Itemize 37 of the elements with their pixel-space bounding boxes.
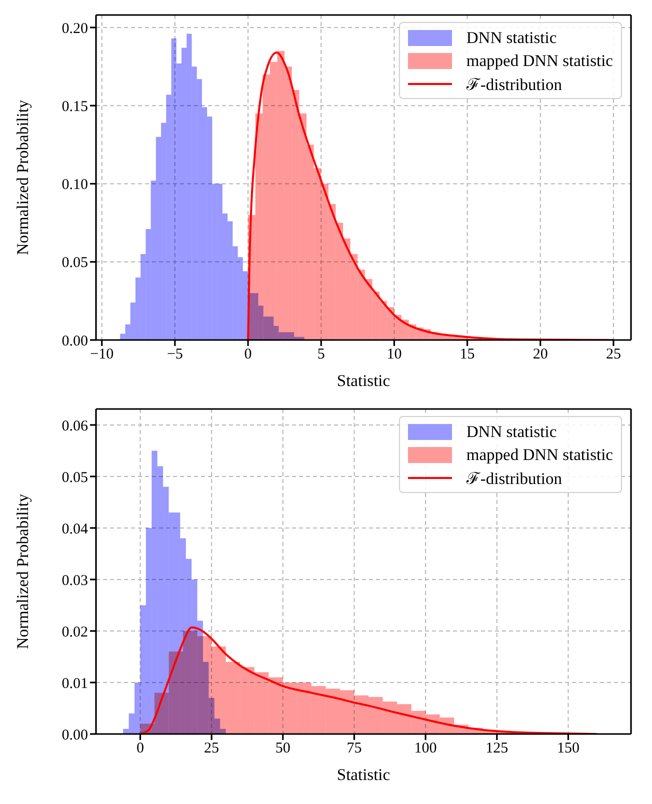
legend-label: DNN statistic: [466, 28, 557, 48]
x-tick-label: 10: [386, 346, 402, 363]
legend-label: DNN statistic: [466, 422, 557, 442]
legend-label: mapped DNN statistic: [466, 444, 613, 464]
x-tick-label: 25: [204, 740, 220, 757]
x-tick-label: 50: [275, 740, 290, 757]
x-axis-title: Statistic: [336, 371, 390, 390]
y-tick-label: 0.15: [62, 98, 88, 115]
x-tick-label: 125: [486, 740, 508, 757]
y-tick-label: 0.01: [62, 676, 88, 692]
x-tick-label: 20: [532, 346, 548, 363]
x-tick-label: 15: [460, 346, 475, 363]
x-tick-label: −10: [90, 346, 114, 363]
y-tick-label: 0.02: [62, 624, 88, 640]
y-tick-label: 0.10: [62, 177, 88, 194]
y-tick-label: 0.05: [62, 255, 88, 272]
y-axis-title: Normalized Probability: [12, 493, 32, 650]
x-tick-label: 25: [606, 346, 621, 363]
x-tick-label: 150: [556, 740, 580, 757]
x-tick-label: 5: [317, 346, 325, 363]
y-tick-label: 0.00: [62, 727, 88, 744]
legend-label: ℱ-distribution: [466, 74, 562, 95]
y-tick-label: 0.03: [62, 572, 88, 589]
x-tick-label: −5: [166, 346, 183, 363]
y-tick-label: 0.00: [62, 333, 88, 350]
x-tick-label: 0: [244, 346, 252, 363]
legend-label: ℱ-distribution: [466, 468, 562, 489]
x-tick-label: 75: [346, 740, 362, 757]
y-tick-label: 0.20: [62, 20, 88, 37]
legend-label: mapped DNN statistic: [466, 50, 613, 70]
y-axis-title: Normalized Probability: [12, 99, 32, 256]
x-axis-title: Statistic: [336, 765, 390, 784]
y-tick-label: 0.04: [62, 521, 88, 538]
y-tick-label: 0.06: [62, 418, 88, 434]
y-tick-label: 0.05: [62, 470, 88, 486]
x-tick-label: 0: [136, 740, 144, 757]
x-tick-label: 100: [414, 740, 437, 757]
